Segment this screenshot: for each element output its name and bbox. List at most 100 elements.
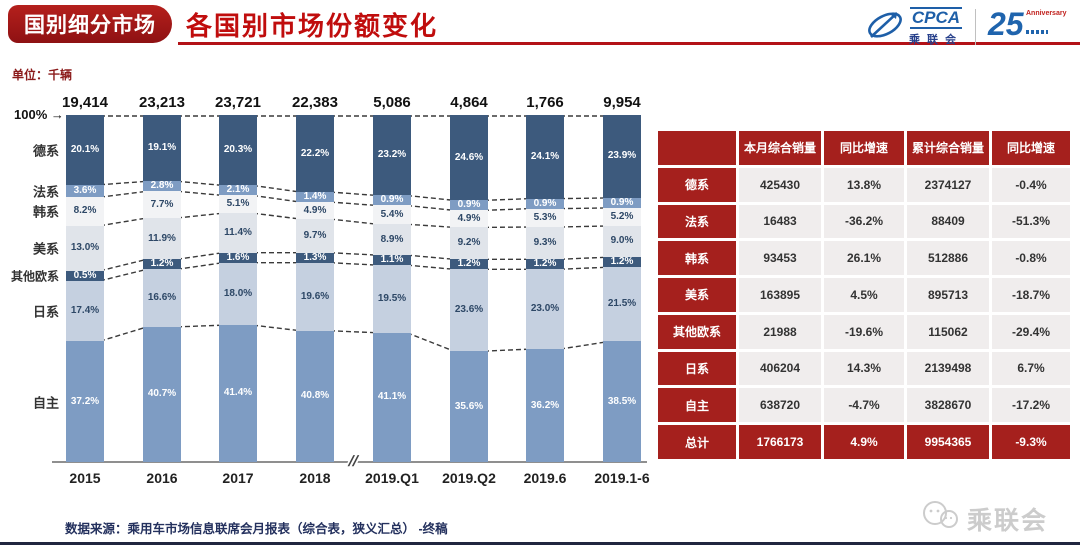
bar-total-label: 9,954 (603, 94, 641, 111)
cpca-swoosh-icon (865, 7, 905, 48)
table-cell: -18.7% (992, 278, 1070, 312)
segment-美系: 9.3% (526, 227, 564, 260)
series-label-法系: 法系 (32, 184, 59, 200)
table-row-美系: 美系 163895 4.5% 895713 -18.7% (658, 278, 1070, 312)
segment-韩系: 5.2% (603, 207, 641, 226)
watermark-text: 乘联会 (966, 506, 1048, 535)
table-cell: 2139498 (907, 351, 989, 386)
table-cell: 895713 (907, 278, 989, 312)
segment-德系: 20.3% (219, 115, 257, 186)
segment-德系: 19.1% (143, 115, 181, 182)
segment-日系: 19.5% (373, 264, 411, 333)
segment-日系: 19.6% (296, 262, 334, 331)
series-label-其他欧系: 其他欧系 (10, 269, 59, 284)
segment-韩系: 7.7% (143, 191, 181, 218)
segment-自主: 37.2% (66, 341, 104, 462)
table-row-韩系: 韩系 93453 26.1% 512886 -0.8% (658, 241, 1070, 276)
cpca-subtitle: 乘联会 (909, 34, 963, 47)
segment-美系: 11.4% (219, 213, 257, 253)
table-row-法系: 法系 16483 -36.2% 88409 -51.3% (658, 204, 1070, 239)
table-row-日系: 日系 406204 14.3% 2139498 6.7% (658, 351, 1070, 386)
table-cell: -51.3% (992, 204, 1070, 239)
segment-法系: 0.9% (603, 197, 641, 208)
segment-其他欧系: 0.5% (66, 270, 104, 281)
table-cell: 163895 (739, 278, 821, 312)
series-label-韩系: 韩系 (32, 204, 59, 220)
segment-德系: 22.2% (296, 115, 334, 193)
table-total-row: 总计 1766173 4.9% 9954365 -9.3% (658, 425, 1070, 459)
logo-divider (975, 9, 976, 45)
segment-其他欧系: 1.2% (450, 259, 488, 270)
segment-日系: 16.6% (143, 269, 181, 327)
row-header: 日系 (658, 351, 736, 386)
segment-美系: 11.9% (143, 217, 181, 260)
x-axis-label-2018: 2018 (299, 470, 331, 486)
segment-美系: 8.9% (373, 224, 411, 255)
segment-法系: 2.8% (143, 181, 181, 192)
segment-日系: 23.0% (526, 269, 564, 350)
row-header: 自主 (658, 388, 736, 423)
total-cell: 9954365 (907, 425, 989, 459)
row-header: 其他欧系 (658, 314, 736, 349)
segment-美系: 13.0% (66, 225, 104, 271)
segment-韩系: 5.1% (219, 195, 257, 214)
segment-自主: 38.5% (603, 341, 641, 463)
table-cell: 512886 (907, 241, 989, 276)
table-cell: 3828670 (907, 388, 989, 423)
x-axis-label-2019.Q2: 2019.Q2 (442, 470, 496, 486)
table-cell: 93453 (739, 241, 821, 276)
row-header: 美系 (658, 278, 736, 312)
x-axis-label-2019.1-6: 2019.1-6 (594, 470, 650, 486)
page-title: 各国别市场份额变化 (186, 11, 439, 41)
table-row-其他欧系: 其他欧系 21988 -19.6% 115062 -29.4% (658, 314, 1070, 349)
table-cell: 14.3% (824, 351, 904, 386)
column-header: 本月综合销量 (739, 131, 821, 165)
table-corner-cell (658, 131, 736, 165)
segment-自主: 40.7% (143, 326, 181, 462)
table-cell: 26.1% (824, 241, 904, 276)
wechat-bubbles-icon (921, 500, 961, 537)
table-cell: -0.4% (992, 167, 1070, 202)
segment-其他欧系: 1.2% (143, 259, 181, 270)
segment-自主: 41.4% (219, 325, 257, 462)
segment-韩系: 4.9% (450, 210, 488, 228)
anniversary-logo: 25 Anniversary (988, 6, 1066, 48)
segment-法系: 0.9% (450, 200, 488, 211)
table-header-row: 本月综合销量 同比增速 累计综合销量 同比增速 (658, 131, 1070, 165)
bottom-rule (0, 542, 1080, 545)
axis-100-label: 100% → (14, 107, 64, 122)
right-arrow-icon: → (50, 107, 64, 122)
table-cell: 4.5% (824, 278, 904, 312)
cpca-name: CPCA (909, 6, 963, 30)
table-cell: 406204 (739, 351, 821, 386)
segment-日系: 21.5% (603, 266, 641, 342)
segment-韩系: 5.3% (526, 208, 564, 228)
table-cell: -4.7% (824, 388, 904, 423)
bar-total-label: 5,086 (373, 94, 411, 111)
row-header: 法系 (658, 204, 736, 239)
bar-total-label: 19,414 (62, 94, 108, 111)
data-source-note: 数据来源：乘用车市场信息联席会月报表（综合表，狭义汇总） -终稿 (65, 522, 448, 536)
segment-美系: 9.2% (450, 227, 488, 260)
segment-德系: 24.6% (450, 115, 488, 201)
total-row-header: 总计 (658, 425, 736, 459)
watermark: 乘联会 (921, 500, 1048, 537)
table-cell: 13.8% (824, 167, 904, 202)
total-cell: 4.9% (824, 425, 904, 459)
total-cell: 1766173 (739, 425, 821, 459)
table-row-德系: 德系 425430 13.8% 2374127 -0.4% (658, 167, 1070, 202)
bar-total-label: 23,213 (139, 94, 185, 111)
segment-其他欧系: 1.2% (526, 259, 564, 270)
table-cell: 16483 (739, 204, 821, 239)
x-axis-label-2016: 2016 (146, 470, 178, 486)
segment-其他欧系: 1.1% (373, 254, 411, 265)
segment-韩系: 8.2% (66, 197, 104, 226)
chart-plot-area: 100% → // 20.1% 3.6% 8.2% 13.0% 0.5% 17.4% 37.… (11, 94, 650, 486)
bar-total-label: 23,721 (215, 94, 261, 111)
segment-自主: 36.2% (526, 349, 564, 462)
bar-total-label: 22,383 (292, 94, 338, 111)
title-underline (178, 42, 1080, 45)
row-header: 德系 (658, 167, 736, 202)
segment-日系: 18.0% (219, 262, 257, 326)
